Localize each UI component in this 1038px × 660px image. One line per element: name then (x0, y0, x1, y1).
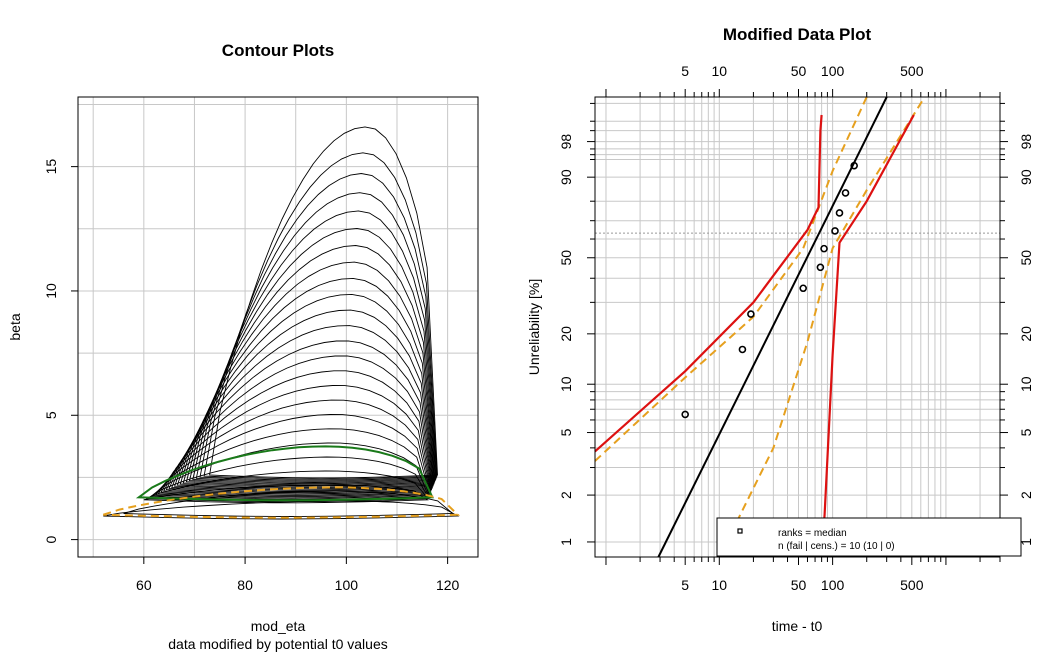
contour-x-tick-label: 120 (436, 577, 460, 593)
contour-line (168, 340, 433, 492)
fit-line (657, 96, 888, 558)
contour-line (176, 293, 434, 489)
contour-x-tick-label: 80 (237, 577, 253, 593)
probability-lines (594, 96, 926, 558)
probability-y-tick-label-left: 20 (558, 326, 574, 342)
contour-y-tick-label: 10 (43, 283, 59, 299)
probability-y-tick-label-left: 90 (558, 169, 574, 185)
contour-x-label: mod_eta (251, 618, 306, 634)
legend-marker (737, 528, 743, 534)
contour-line (203, 152, 438, 480)
contour-line (195, 192, 437, 482)
contour-line (155, 414, 431, 498)
contour-line-wide (123, 490, 454, 517)
contour-line (143, 484, 429, 504)
probability-x-tick-label-top: 5 (681, 63, 689, 79)
data-point (831, 227, 839, 235)
contour-line (173, 309, 434, 490)
probability-y-tick-label-left: 5 (558, 428, 574, 436)
legend-entry-ranks: ranks = median (778, 528, 847, 539)
contour-line (182, 261, 435, 487)
contour-line (192, 210, 437, 483)
contour-x-ticks: 60 80 100 120 (136, 557, 460, 593)
confidence-bound-red (820, 114, 915, 558)
data-point (681, 410, 689, 419)
probability-x-tick-label-top: 500 (900, 63, 924, 79)
confidence-bound-red (594, 114, 823, 453)
contour-y-ticks: 0 5 10 15 (43, 159, 78, 543)
probability-y-label: Unreliability [%] (526, 279, 542, 375)
contour-y-tick-label: 15 (43, 159, 59, 175)
contour-x-sublabel: data modified by potential t0 values (168, 636, 387, 652)
contour-line-orange (102, 486, 461, 519)
probability-y-tick-label-right: 5 (1018, 428, 1034, 436)
probability-y-tick-label-right: 50 (1018, 250, 1034, 266)
contour-line (165, 355, 433, 494)
legend-box (716, 517, 1022, 557)
data-point (738, 345, 747, 354)
probability-y-tick-label-right: 90 (1018, 169, 1034, 185)
contour-line (209, 126, 438, 479)
probability-y-tick-label-right: 10 (1018, 376, 1034, 392)
probability-x-tick-label-bottom: 50 (791, 577, 807, 593)
probability-y-tick-label-left: 98 (558, 134, 574, 150)
probability-y-tick-label-left: 10 (558, 376, 574, 392)
probability-ticks: 5 5 10 10 50 50 100 100 500 500 1 1 2 2 5 5 10 10 20 20 50 50… (558, 63, 1034, 593)
probability-x-tick-label-bottom: 10 (712, 577, 728, 593)
contour-y-tick-label: 0 (43, 535, 59, 543)
data-point (747, 310, 755, 318)
contour-line (199, 173, 438, 481)
probability-y-tick-label-left: 2 (558, 491, 574, 499)
data-point (799, 284, 807, 293)
probability-points (681, 161, 858, 419)
probability-chart: Modified Data Plot 5 5 10 10 50 50 100 100 500 50… (526, 25, 1034, 634)
confidence-bound-orange (594, 96, 868, 462)
contour-line (163, 370, 432, 495)
data-point (850, 161, 858, 170)
contour-line (188, 228, 436, 485)
contour-line (185, 245, 436, 486)
probability-y-tick-label-left: 50 (558, 250, 574, 266)
probability-x-tick-label-bottom: 5 (681, 577, 689, 593)
probability-x-label: time - t0 (772, 618, 823, 634)
data-point (820, 244, 828, 253)
contour-line-wide (103, 500, 460, 520)
probability-legend: ranks = median n (fail | cens.) = 10 (10… (716, 517, 1022, 557)
probability-chart-title: Modified Data Plot (723, 25, 872, 44)
probability-y-tick-label-right: 2 (1018, 491, 1034, 499)
probability-x-tick-label-top: 100 (821, 63, 845, 79)
probability-y-tick-label-right: 98 (1018, 134, 1034, 150)
probability-plot-frame (594, 96, 1001, 558)
probability-y-tick-label-right: 20 (1018, 326, 1034, 342)
probability-x-tick-label-bottom: 500 (900, 577, 924, 593)
contour-line (179, 277, 435, 488)
probability-grid (595, 97, 1001, 557)
probability-y-tick-label-left: 1 (558, 538, 574, 546)
data-point (816, 263, 825, 272)
data-point (835, 209, 844, 217)
probability-y-tick-label-right: 1 (1018, 538, 1034, 546)
data-point (841, 189, 850, 197)
contour-x-tick-label: 100 (335, 577, 359, 593)
probability-x-tick-label-bottom: 100 (821, 577, 845, 593)
contour-y-tick-label: 5 (43, 411, 59, 419)
legend-entry-count: n (fail | cens.) = 10 (10 | 0) (778, 541, 895, 552)
probability-x-tick-label-top: 10 (712, 63, 728, 79)
contour-lines (102, 126, 461, 520)
probability-x-tick-label-top: 50 (791, 63, 807, 79)
contour-y-label: beta (7, 313, 23, 340)
contour-plot-frame (77, 96, 479, 558)
contour-x-tick-label: 60 (136, 577, 152, 593)
contour-chart-title: Contour Plots (222, 41, 334, 60)
